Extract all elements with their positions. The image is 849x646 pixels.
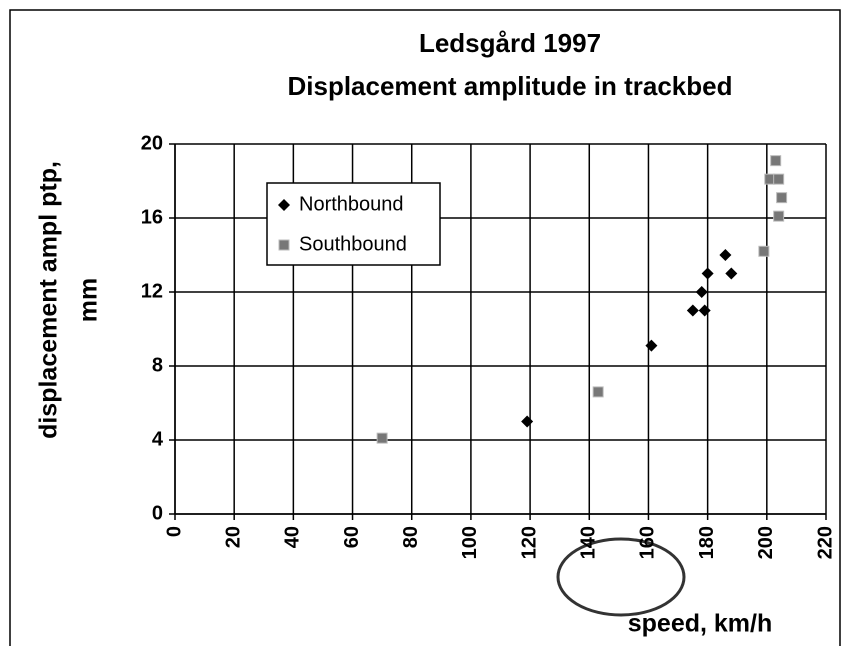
chart-title: Ledsgård 1997 [419, 28, 601, 58]
highlight-ellipse [556, 537, 686, 617]
y-axis-label: displacement ampl ptp, mm [35, 161, 103, 439]
point [770, 155, 782, 167]
y-tick-label: 8 [152, 354, 163, 376]
legend-marker [278, 199, 290, 211]
x-tick-label: 220 [814, 526, 836, 559]
legend-label: Southbound [299, 233, 407, 255]
x-tick-label: 120 [518, 526, 540, 559]
x-tick-label: 100 [459, 526, 481, 559]
x-tick-label: 0 [163, 526, 185, 537]
y-tick-label: 16 [141, 206, 163, 228]
x-tick-label: 140 [578, 526, 600, 559]
y-tick-label: 12 [141, 280, 163, 302]
point [773, 210, 785, 222]
point [719, 249, 732, 261]
y-tick-label: 0 [152, 502, 163, 524]
point [686, 304, 699, 317]
chart-subtitle: Displacement amplitude in trackbed [287, 71, 732, 101]
legend-marker [278, 239, 290, 251]
x-tick-label: 200 [755, 526, 777, 559]
point [725, 267, 738, 280]
frame [9, 9, 841, 646]
point [376, 432, 388, 444]
legend-box [266, 182, 441, 266]
point [758, 245, 770, 257]
x-tick-label: 40 [282, 526, 304, 548]
x-axis-label: speed, km/h [628, 610, 773, 638]
point [695, 286, 708, 298]
point [592, 386, 604, 398]
x-tick-label: 60 [341, 526, 363, 548]
x-tick-label: 80 [400, 526, 422, 548]
y-tick-label: 20 [141, 132, 163, 154]
legend-label: Northbound [299, 193, 404, 215]
x-tick-label: 20 [222, 526, 244, 548]
x-tick-label: 180 [696, 526, 718, 559]
y-axis-label-line: displacement ampl ptp, [35, 161, 63, 439]
point [701, 267, 714, 280]
point [773, 173, 785, 185]
point [698, 304, 711, 317]
y-axis-label-line: mm [75, 278, 103, 322]
point [521, 415, 534, 428]
point [776, 192, 788, 204]
x-tick-label: 160 [637, 526, 659, 559]
y-tick-label: 4 [152, 428, 164, 450]
point [645, 339, 658, 352]
